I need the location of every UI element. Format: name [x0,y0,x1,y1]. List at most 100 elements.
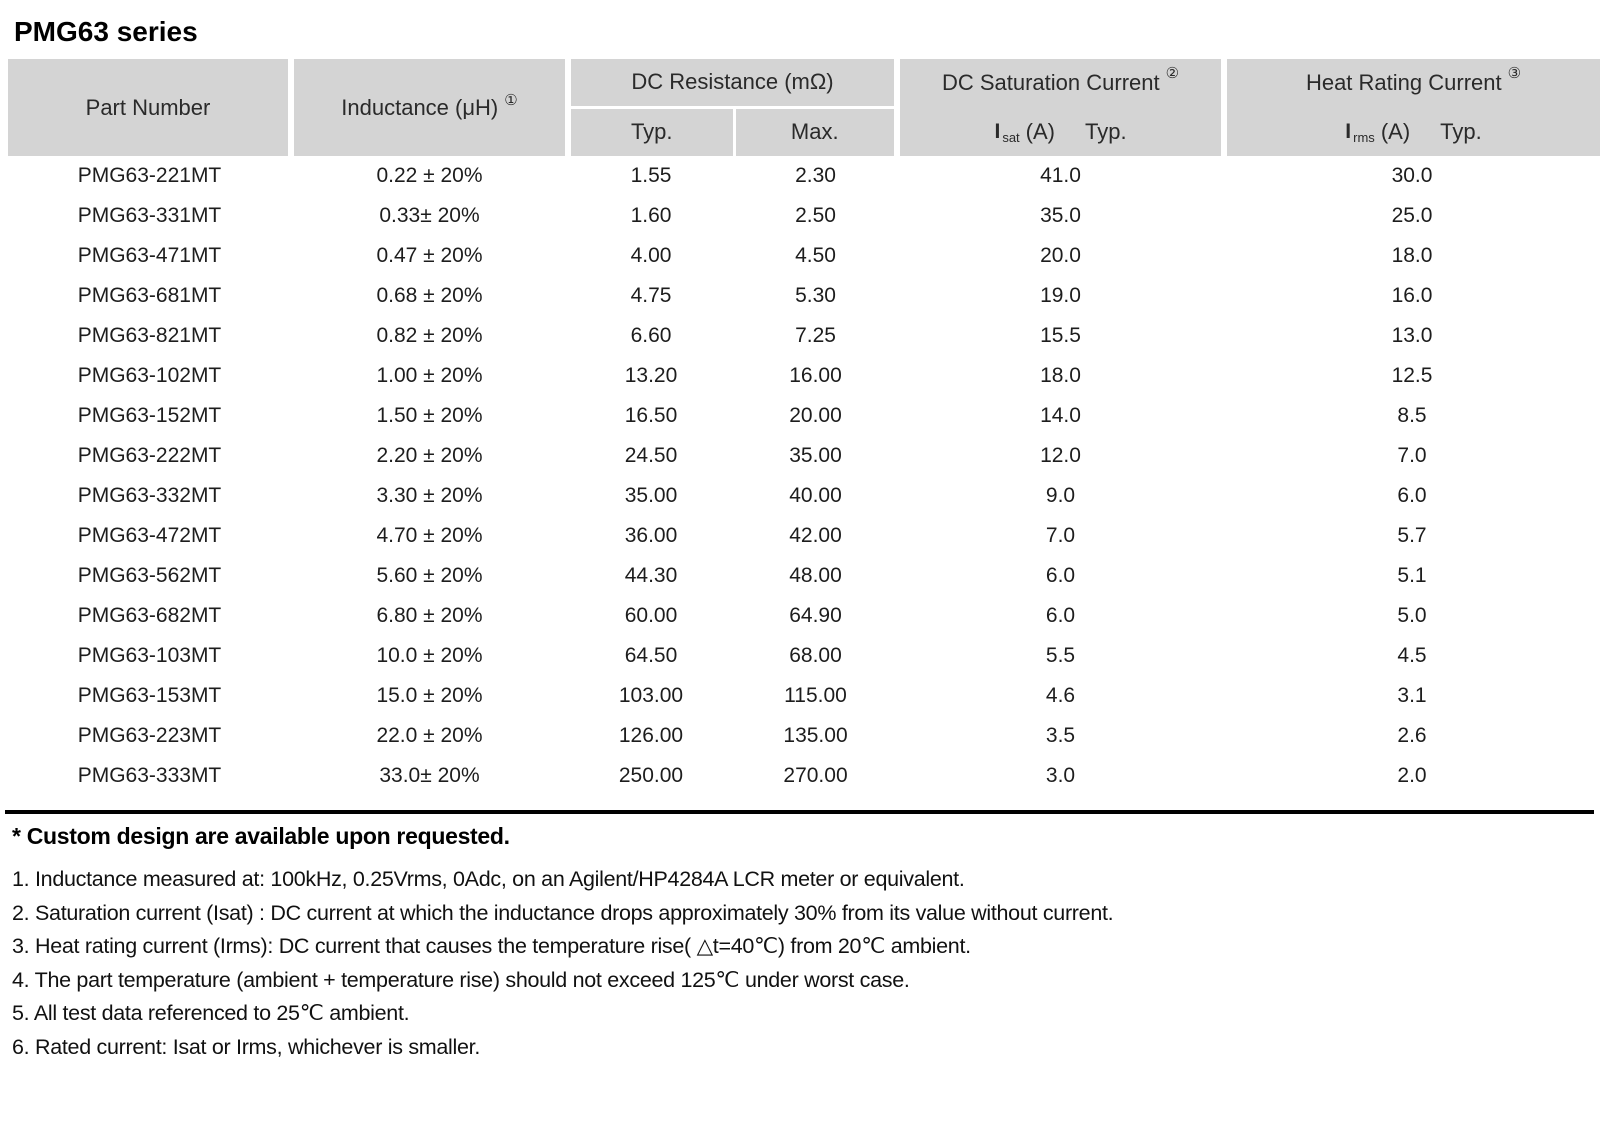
cell-inductance: 22.0 ± 20% [291,716,568,756]
cell-part_number: PMG63-223MT [8,716,291,756]
cell-part_number: PMG63-562MT [8,556,291,596]
dc-resistance-label: DC Resistance (mΩ) [631,69,834,95]
cell-isat: 3.5 [897,716,1225,756]
cell-irms: 7.0 [1224,436,1600,476]
cell-dcr_typ: 6.60 [568,316,734,356]
table-row: PMG63-223MT 22.0 ± 20% 126.00 135.00 3.5 2.6 [8,716,1600,756]
cell-part_number: PMG63-222MT [8,436,291,476]
cell-part_number: PMG63-472MT [8,516,291,556]
cell-dcr_typ: 103.00 [568,676,734,716]
col-header-inductance: Inductance (μH) ① [291,59,571,156]
spec-table: Part Number Inductance (μH) ① DC Resistan… [8,59,1600,796]
col-header-dcr-typ: Typ. [568,107,736,156]
footnote-item: 2. Saturation current (Isat) : DC curren… [12,900,1114,925]
cell-dcr_typ: 126.00 [568,716,734,756]
footnote-ref-3: ③ [1507,65,1522,83]
cell-dcr_max: 2.50 [734,196,898,236]
cell-dcr_typ: 4.00 [568,236,734,276]
cell-part_number: PMG63-331MT [8,196,291,236]
cell-isat: 9.0 [897,476,1225,516]
cell-inductance: 4.70 ± 20% [291,516,568,556]
table-row: PMG63-103MT 10.0 ± 20% 64.50 68.00 5.5 4.5 [8,636,1600,676]
col-header-dc-resistance: DC Resistance (mΩ) [568,59,901,109]
table-row: PMG63-152MT 1.50 ± 20% 16.50 20.00 14.0 8.5 [8,396,1600,436]
cell-dcr_max: 20.00 [734,396,898,436]
cell-isat: 20.0 [897,236,1225,276]
page-title: PMG63 series [14,16,198,47]
cell-isat: 4.6 [897,676,1225,716]
table-row: PMG63-221MT 0.22 ± 20% 1.55 2.30 41.0 30.0 [8,156,1600,196]
cell-dcr_typ: 24.50 [568,436,734,476]
footnote-ref-1: ① [504,91,518,109]
cell-isat: 15.5 [897,316,1225,356]
cell-dcr_typ: 16.50 [568,396,734,436]
cell-inductance: 0.82 ± 20% [291,316,568,356]
table-row: PMG63-332MT 3.30 ± 20% 35.00 40.00 9.0 6.0 [8,476,1600,516]
cell-inductance: 5.60 ± 20% [291,556,568,596]
cell-inductance: 0.47 ± 20% [291,236,568,276]
cell-part_number: PMG63-221MT [8,156,291,196]
cell-dcr_typ: 4.75 [568,276,734,316]
part-number-label: Part Number [85,94,211,120]
table-row: PMG63-153MT 15.0 ± 20% 103.00 115.00 4.6 3.1 [8,676,1600,716]
cell-part_number: PMG63-681MT [8,276,291,316]
table-row: PMG63-821MT 0.82 ± 20% 6.60 7.25 15.5 13.0 [8,316,1600,356]
cell-irms: 4.5 [1224,636,1600,676]
cell-dcr_max: 35.00 [734,436,898,476]
footnote-ref-2: ② [1165,65,1180,83]
cell-part_number: PMG63-471MT [8,236,291,276]
cell-inductance: 33.0± 20% [291,756,568,796]
cell-irms: 8.5 [1224,396,1600,436]
footnotes-list: 1. Inductance measured at: 100kHz, 0.25V… [12,863,1600,1064]
cell-part_number: PMG63-102MT [8,356,291,396]
cell-isat: 7.0 [897,516,1225,556]
table-row: PMG63-562MT 5.60 ± 20% 44.30 48.00 6.0 5.1 [8,556,1600,596]
cell-dcr_max: 270.00 [734,756,898,796]
col-header-part-number: Part Number [8,59,294,156]
cell-inductance: 0.68 ± 20% [291,276,568,316]
cell-dcr_typ: 250.00 [568,756,734,796]
cell-dcr_typ: 64.50 [568,636,734,676]
cell-dcr_max: 16.00 [734,356,898,396]
cell-part_number: PMG63-153MT [8,676,291,716]
cell-part_number: PMG63-821MT [8,316,291,356]
cell-isat: 41.0 [897,156,1225,196]
cell-dcr_max: 115.00 [734,676,898,716]
footnote-item: 3. Heat rating current (Irms): DC curren… [12,934,971,958]
cell-dcr_max: 40.00 [734,476,898,516]
table-row: PMG63-472MT 4.70 ± 20% 36.00 42.00 7.0 5.7 [8,516,1600,556]
cell-isat: 5.5 [897,636,1225,676]
cell-dcr_typ: 36.00 [568,516,734,556]
cell-part_number: PMG63-332MT [8,476,291,516]
cell-dcr_typ: 44.30 [568,556,734,596]
cell-dcr_max: 2.30 [734,156,898,196]
cell-part_number: PMG63-682MT [8,596,291,636]
cell-isat: 18.0 [897,356,1225,396]
divider-rule [5,810,1594,814]
cell-dcr_max: 48.00 [734,556,898,596]
footnote-item: 4. The part temperature (ambient + tempe… [12,967,910,992]
cell-inductance: 1.00 ± 20% [291,356,568,396]
cell-isat: 12.0 [897,436,1225,476]
cell-part_number: PMG63-333MT [8,756,291,796]
cell-dcr_max: 68.00 [734,636,898,676]
footnote-item: 6. Rated current: Isat or Irms, whicheve… [12,1034,481,1059]
table-row: PMG63-222MT 2.20 ± 20% 24.50 35.00 12.0 7.0 [8,436,1600,476]
cell-part_number: PMG63-152MT [8,396,291,436]
heat-rating-label: Heat Rating Current ③ [1305,65,1522,96]
footnote-item: 5. All test data referenced to 25℃ ambie… [12,1001,410,1025]
cell-dcr_typ: 1.60 [568,196,734,236]
cell-inductance: 0.22 ± 20% [291,156,568,196]
cell-irms: 5.0 [1224,596,1600,636]
cell-dcr_max: 135.00 [734,716,898,756]
cell-irms: 3.1 [1224,676,1600,716]
footnote-item: 1. Inductance measured at: 100kHz, 0.25V… [12,867,965,891]
cell-irms: 5.1 [1224,556,1600,596]
table-row: PMG63-102MT 1.00 ± 20% 13.20 16.00 18.0 12.5 [8,356,1600,396]
cell-inductance: 10.0 ± 20% [291,636,568,676]
cell-isat: 19.0 [897,276,1225,316]
cell-irms: 30.0 [1224,156,1600,196]
saturation-current-label: DC Saturation Current ② [941,65,1180,96]
